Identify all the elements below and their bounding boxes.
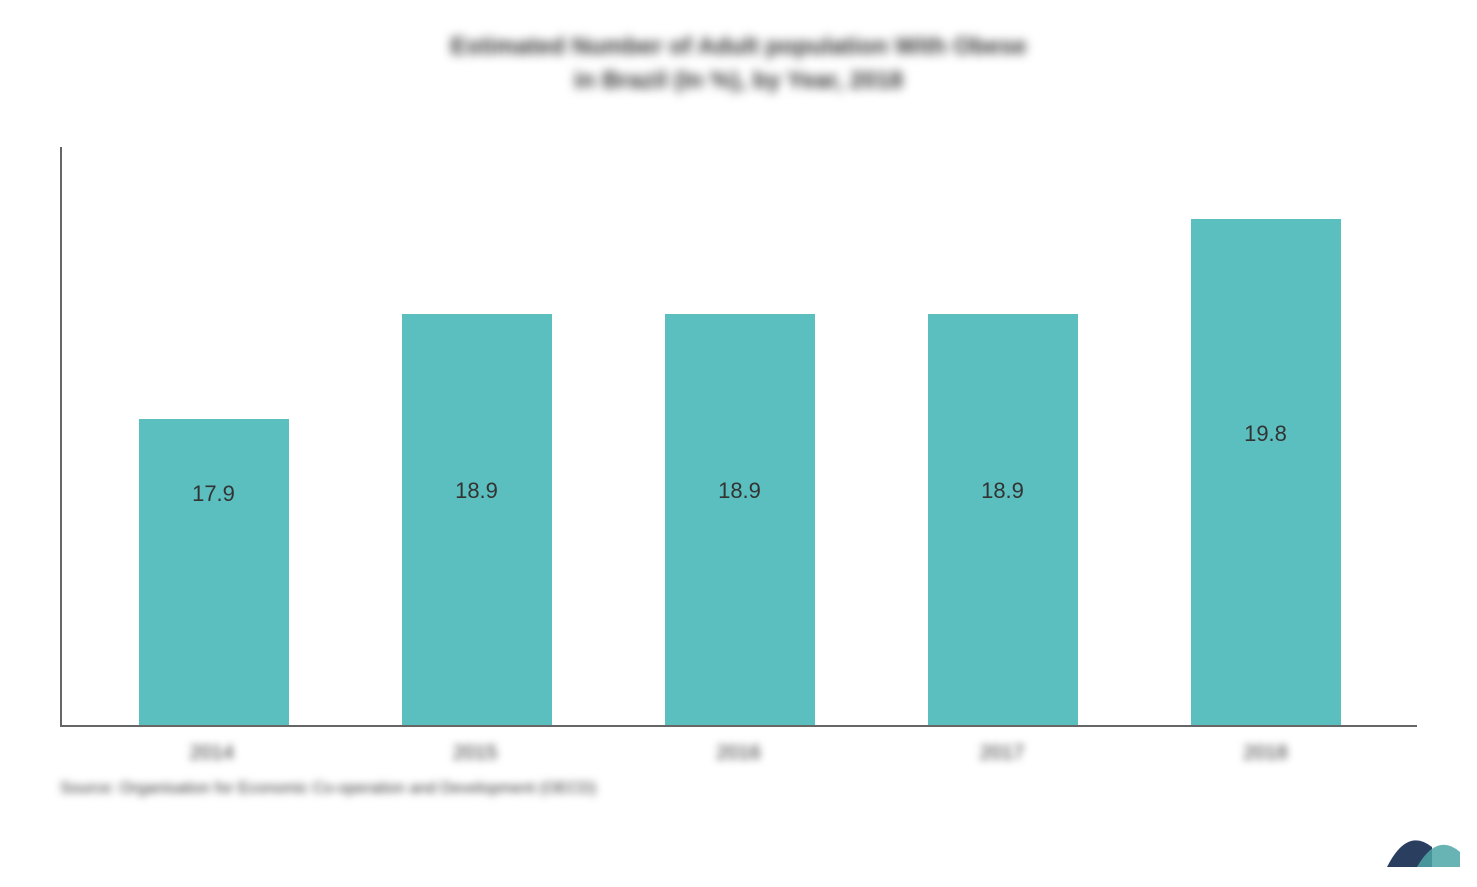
- chart-title-line1: Estimated Number of Adult population Wit…: [60, 30, 1417, 64]
- bar-group: 18.9: [871, 147, 1134, 725]
- bar-group: 18.9: [608, 147, 871, 725]
- bar-label-3: 18.9: [981, 478, 1024, 504]
- x-label-3: 2017: [870, 742, 1133, 765]
- bar-label-2: 18.9: [718, 478, 761, 504]
- chart-title-line2: in Brazil (In %), by Year, 2018: [60, 64, 1417, 98]
- source-text: Source: Organisation for Economic Co-ope…: [60, 780, 1417, 798]
- x-label-4: 2018: [1134, 742, 1397, 765]
- x-label-0: 2014: [80, 742, 343, 765]
- bar-1: 18.9: [402, 314, 552, 725]
- watermark-icon: [1382, 822, 1462, 872]
- x-axis-labels: 2014 2015 2016 2017 2018: [60, 727, 1417, 765]
- bar-2: 18.9: [665, 314, 815, 725]
- bar-4: 19.8: [1191, 219, 1341, 725]
- plot-area: 17.9 18.9 18.9 18.9 19.8: [60, 147, 1417, 727]
- bar-group: 17.9: [82, 147, 345, 725]
- bar-label-4: 19.8: [1244, 421, 1287, 447]
- bar-label-0: 17.9: [192, 481, 235, 507]
- bar-label-1: 18.9: [455, 478, 498, 504]
- bars-wrapper: 17.9 18.9 18.9 18.9 19.8: [62, 147, 1417, 725]
- chart-container: 17.9 18.9 18.9 18.9 19.8: [60, 147, 1417, 787]
- bar-group: 18.9: [345, 147, 608, 725]
- bar-0: 17.9: [139, 419, 289, 725]
- chart-title: Estimated Number of Adult population Wit…: [60, 30, 1417, 97]
- x-label-1: 2015: [343, 742, 606, 765]
- bar-group: 19.8: [1134, 147, 1397, 725]
- x-label-2: 2016: [607, 742, 870, 765]
- bar-3: 18.9: [928, 314, 1078, 725]
- watermark-logo: [1382, 822, 1462, 872]
